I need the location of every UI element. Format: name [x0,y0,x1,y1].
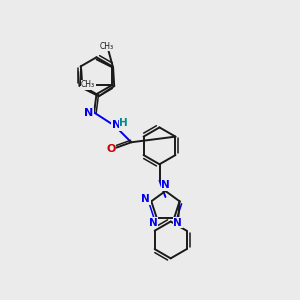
Text: N: N [161,180,170,190]
Text: CH₃: CH₃ [81,80,95,89]
Text: O: O [106,144,116,154]
Text: H: H [119,118,128,128]
Text: N: N [141,194,150,204]
Text: N: N [84,108,93,118]
Text: N: N [173,218,182,228]
Text: CH₃: CH₃ [100,42,114,51]
Text: N: N [112,120,121,130]
Text: N: N [149,218,158,228]
